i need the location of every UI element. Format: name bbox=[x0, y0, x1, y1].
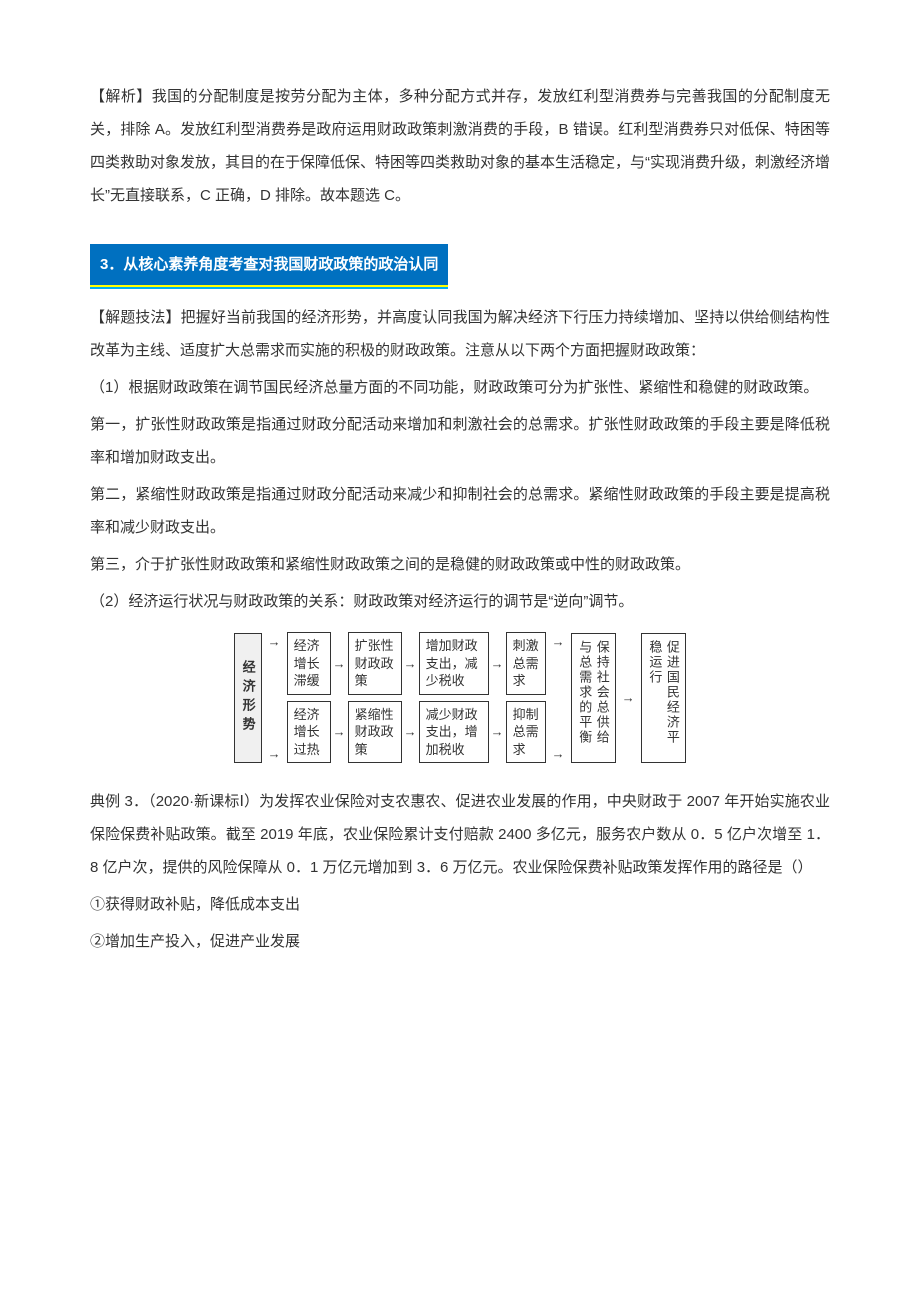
node-expansion-policy: 扩张性财政政策 bbox=[348, 632, 402, 695]
node-stable-run: 促进国民经济平稳运行 bbox=[641, 633, 686, 763]
arrow-icon: → bbox=[266, 745, 283, 763]
point-1: （1）根据财政政策在调节国民经济总量方面的不同功能，财政政策可分为扩张性、紧缩性… bbox=[90, 371, 830, 404]
example-3: 典例 3．（2020·新课标Ⅰ）为发挥农业保险对支农惠农、促进农业发展的作用，中… bbox=[90, 785, 830, 884]
analysis-paragraph: 【解析】我国的分配制度是按劳分配为主体，多种分配方式并存，发放红利型消费券与完善… bbox=[90, 80, 830, 212]
point-2: （2）经济运行状况与财政政策的关系：财政政策对经济运行的调节是“逆向”调节。 bbox=[90, 585, 830, 618]
technique-intro: 【解题技法】把握好当前我国的经济形势，并高度认同我国为解决经济下行压力持续增加、… bbox=[90, 301, 830, 367]
arrow-icon: → bbox=[489, 655, 506, 673]
node-balance: 保持社会总供给与总需求的平衡 bbox=[571, 633, 616, 763]
node-increase-spend: 增加财政支出，减少税收 bbox=[419, 632, 489, 695]
arrow-icon: → bbox=[620, 689, 637, 707]
node-overheat: 经济增长过热 bbox=[287, 701, 331, 764]
arrow-icon: → bbox=[402, 723, 419, 741]
arrow-icon: → bbox=[550, 633, 567, 651]
sub-point-3: 第三，介于扩张性财政政策和紧缩性财政政策之间的是稳健的财政政策或中性的财政政策。 bbox=[90, 548, 830, 581]
flowchart: 经济形势 → → 经济增长滞缓 → 扩张性财政政策 → 增加财政支出，减少税收 … bbox=[90, 632, 830, 763]
arrow-icon: → bbox=[266, 633, 283, 651]
arrow-icon: → bbox=[489, 723, 506, 741]
node-stimulate-demand: 刺激总需求 bbox=[506, 632, 546, 695]
arrow-icon: → bbox=[331, 655, 348, 673]
node-economy: 经济形势 bbox=[234, 633, 262, 763]
arrow-icon: → bbox=[331, 723, 348, 741]
node-suppress-demand: 抑制总需求 bbox=[506, 701, 546, 764]
sub-point-1: 第一，扩张性财政政策是指通过财政分配活动来增加和刺激社会的总需求。扩张性财政政策… bbox=[90, 408, 830, 474]
node-contraction-policy: 紧缩性财政政策 bbox=[348, 701, 402, 764]
option-2: ②增加生产投入，促进产业发展 bbox=[90, 925, 830, 958]
arrow-icon: → bbox=[402, 655, 419, 673]
node-slow-growth: 经济增长滞缓 bbox=[287, 632, 331, 695]
option-1: ①获得财政补贴，降低成本支出 bbox=[90, 888, 830, 921]
section-3-header: 3．从核心素养角度考查对我国财政政策的政治认同 bbox=[90, 244, 448, 287]
arrow-icon: → bbox=[550, 745, 567, 763]
node-reduce-spend: 减少财政支出，增加税收 bbox=[419, 701, 489, 764]
sub-point-2: 第二，紧缩性财政政策是指通过财政分配活动来减少和抑制社会的总需求。紧缩性财政政策… bbox=[90, 478, 830, 544]
